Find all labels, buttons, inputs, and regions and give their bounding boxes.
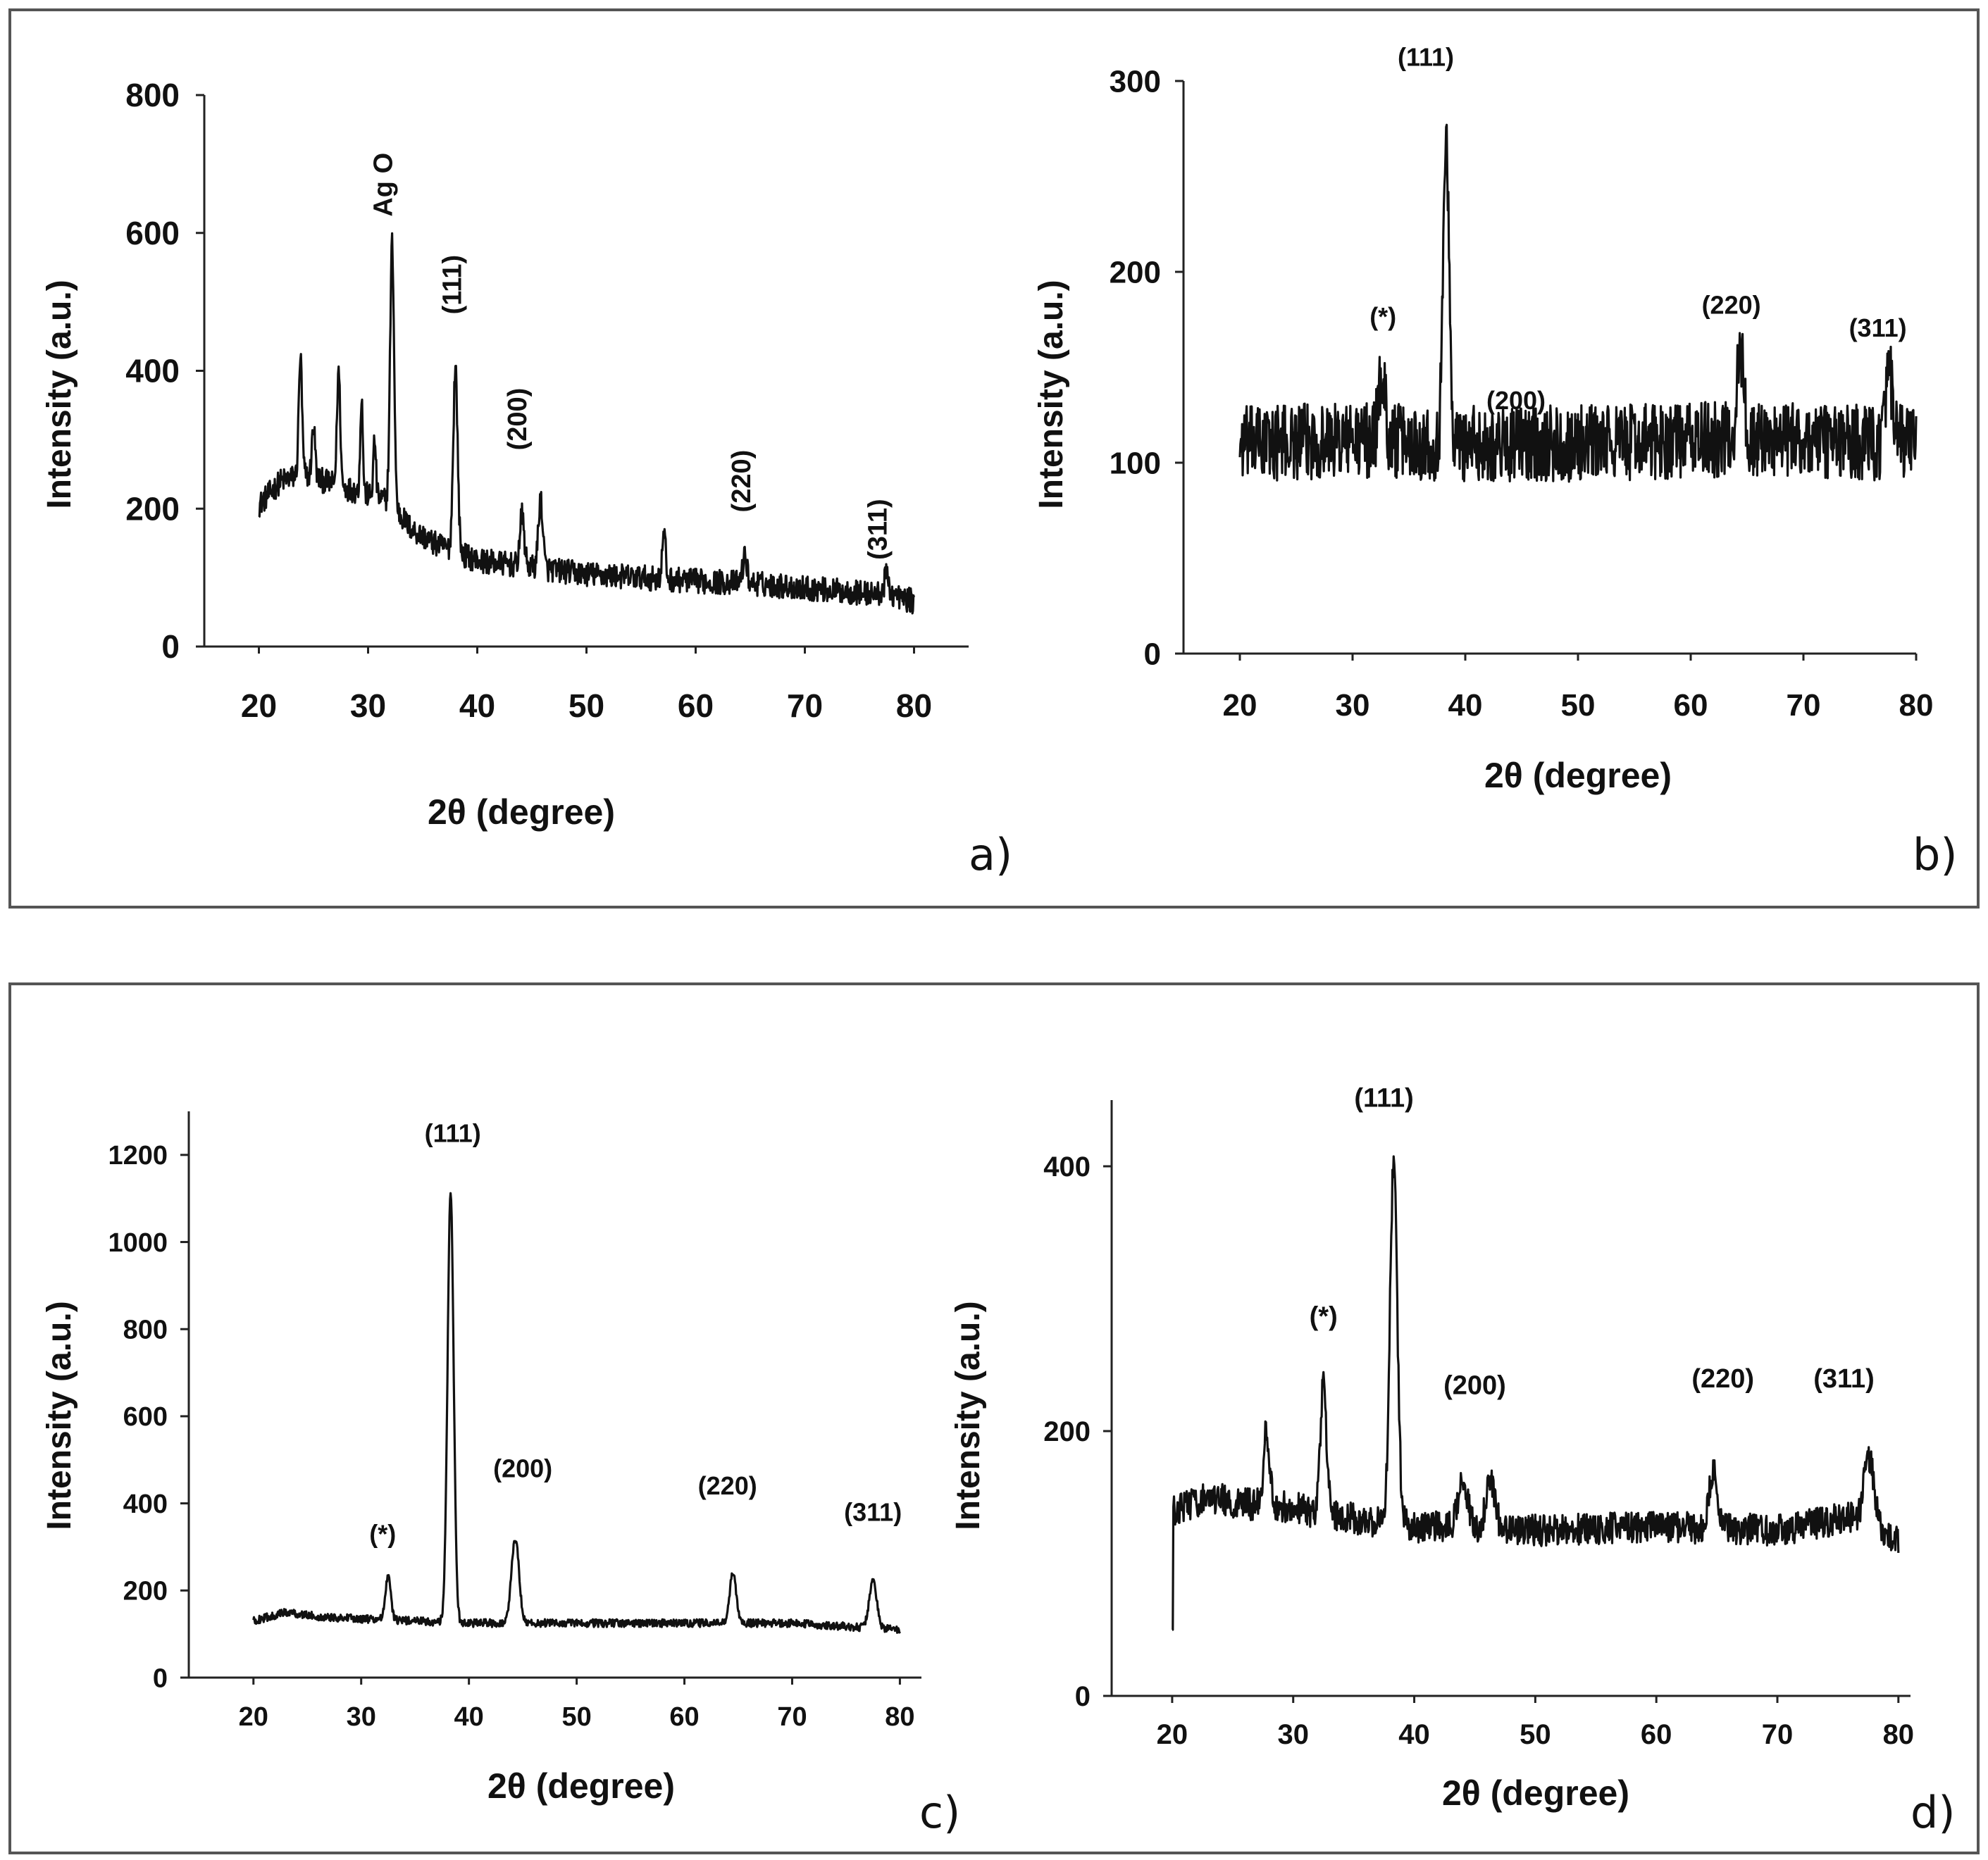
panel-d-x-tick-label: 30: [1277, 1719, 1309, 1750]
panel-c-x-tick-label: 70: [777, 1702, 807, 1732]
panel-a-ylabel: Intensity (a.u.): [41, 280, 78, 508]
panel-d-peak-annotation: (220): [1691, 1364, 1754, 1394]
panel-d-x-tick-label: 40: [1398, 1719, 1430, 1750]
panel-a-peak-annotation: (311): [864, 499, 893, 560]
panel-d-ylabel: Intensity (a.u.): [950, 1301, 987, 1530]
panel-c-peak-annotation: (200): [493, 1454, 552, 1483]
panel-c-y-tick-label: 600: [123, 1402, 168, 1432]
panel-d-y-tick-label: 200: [1043, 1416, 1091, 1447]
panel-d-y-tick-label: 400: [1043, 1151, 1091, 1182]
panel-b-ylabel: Intensity (a.u.): [1033, 280, 1070, 508]
panel-c-y-tick-label: 400: [123, 1490, 168, 1519]
panel-a-peak-annotation: Ag O: [369, 153, 399, 217]
panel-a-xlabel: 2θ (degree): [428, 792, 615, 832]
panel-a-y-tick-label: 200: [125, 490, 180, 527]
panel-a-x-tick-label: 60: [678, 687, 714, 724]
panel-b-axes: 20 30 40 50 60 70 80 0 100 200 300: [1110, 64, 1934, 723]
panel-d-axes: 20 30 40 50 60 70 80 0 200 400: [1043, 1100, 1914, 1750]
panel-b-peak-annotation: (220): [1702, 291, 1761, 320]
panel-b-peak-annotation: (111): [1398, 42, 1454, 71]
panel-d-peak-annotation: (*): [1310, 1302, 1338, 1332]
panel-a-x-tick-label: 30: [350, 687, 386, 724]
panel-a-x-tick-label: 70: [787, 687, 823, 724]
panel-c-y-tick-label: 800: [123, 1316, 168, 1345]
panel-d-y-tick-label: 0: [1075, 1681, 1091, 1712]
panel-a-x-tick-label: 50: [569, 687, 604, 724]
panel-c-x-tick-label: 20: [239, 1702, 268, 1732]
panel-d-x-tick-label: 50: [1520, 1719, 1551, 1750]
panel-d-x-tick-label: 60: [1641, 1719, 1672, 1750]
panel-a-x-tick-label: 20: [241, 687, 277, 724]
panel-b-peak-annotation: (*): [1369, 302, 1396, 331]
panel-b-peak-annotation: (311): [1849, 313, 1907, 342]
panel-a-peak-annotation: (220): [727, 450, 757, 513]
panel-b-y-tick-label: 100: [1110, 446, 1161, 480]
panel-c-x-tick-label: 40: [454, 1702, 484, 1732]
panel-c-y-tick-label: 200: [123, 1577, 168, 1606]
panel-a-y-tick-label: 800: [125, 77, 180, 113]
panel-a-y-tick-label: 400: [125, 353, 180, 389]
panel-c-peak-annotation: (220): [698, 1471, 757, 1500]
panel-c-peak-annotation: (111): [425, 1118, 481, 1147]
panel-b-xrd-trace: [1238, 123, 1918, 483]
panel-b-x-tick-label: 70: [1787, 688, 1821, 723]
panel-d-xrd-trace: [1172, 1155, 1900, 1631]
panel-b-x-tick-label: 30: [1336, 688, 1370, 723]
panel-d-x-tick-label: 70: [1762, 1719, 1794, 1750]
panel-b-y-tick-label: 200: [1110, 255, 1161, 289]
panel-a-y-tick-label: 0: [161, 628, 180, 665]
panel-c-ylabel: Intensity (a.u.): [41, 1301, 78, 1530]
panel-c-peak-annotation: (311): [844, 1497, 902, 1526]
panel-d-peak-annotation: (200): [1443, 1371, 1506, 1400]
panel-d-x-tick-label: 20: [1157, 1719, 1188, 1750]
panel-c-y-tick-label: 0: [153, 1664, 168, 1693]
panel-c-x-tick-label: 60: [669, 1702, 699, 1732]
panel-b-x-tick-label: 40: [1448, 688, 1483, 723]
panel-d-x-tick-label: 80: [1883, 1719, 1915, 1750]
panel-c-y-tick-label: 1000: [108, 1228, 168, 1258]
panel-b-peak-annotation: (200): [1486, 386, 1546, 415]
bottom-row-frame: [8, 982, 1980, 1854]
panel-c-xlabel: 2θ (degree): [487, 1766, 675, 1806]
panel-a-y-tick-label: 600: [125, 215, 180, 251]
panel-c-peak-annotation: (*): [369, 1519, 396, 1548]
panel-c-x-tick-label: 50: [561, 1702, 591, 1732]
panel-b-x-tick-label: 60: [1674, 688, 1708, 723]
panel-d-peak-annotation: (311): [1813, 1364, 1875, 1394]
panel-d-xlabel: 2θ (degree): [1442, 1773, 1629, 1813]
panel-d-peak-annotation: (111): [1354, 1083, 1414, 1113]
panel-b-y-tick-label: 300: [1110, 64, 1161, 99]
panel-b-x-tick-label: 80: [1899, 688, 1934, 723]
top-row-frame: [8, 8, 1980, 909]
panel-b-x-tick-label: 50: [1561, 688, 1596, 723]
panel-b-y-tick-label: 0: [1144, 637, 1161, 671]
panel-a-x-tick-label: 80: [896, 687, 932, 724]
panel-b-x-tick-label: 20: [1223, 688, 1257, 723]
panel-c-xrd-trace: [252, 1192, 901, 1634]
panel-b: 20 30 40 50 60 70 80 0 100 200 300 2θ (degree) Int…: [1033, 42, 1958, 880]
panel-c-x-tick-label: 30: [347, 1702, 376, 1732]
panel-a-peak-annotation: (200): [503, 388, 533, 451]
panel-a-label: a): [969, 829, 1012, 880]
panel-d: 20 30 40 50 60 70 80 0 200 400 2θ (degree) Intens…: [950, 1083, 1956, 1838]
panel-c-x-tick-label: 80: [885, 1702, 914, 1732]
panel-b-label: b): [1913, 829, 1958, 880]
panel-a-xrd-trace: [258, 232, 916, 615]
panel-a-x-tick-label: 40: [459, 687, 495, 724]
panel-c-y-tick-label: 1200: [108, 1141, 168, 1171]
panel-d-label: d): [1911, 1787, 1956, 1838]
panel-a-peak-annotation: (111): [437, 255, 467, 315]
panel-c-label: c): [919, 1787, 960, 1838]
panel-b-xlabel: 2θ (degree): [1484, 756, 1672, 795]
